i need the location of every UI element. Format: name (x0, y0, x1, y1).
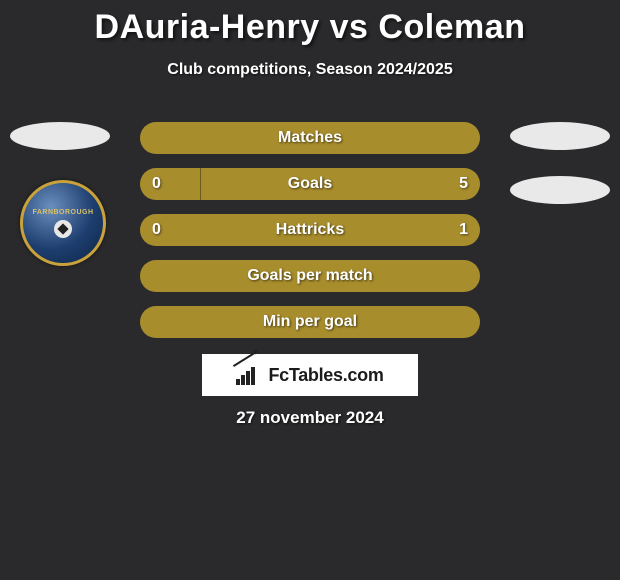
bar-chart-icon (236, 365, 262, 385)
player-left-logo-placeholder (10, 122, 110, 150)
stat-bar: Matches (140, 122, 480, 154)
crest-club-name: FARNBOROUGH (32, 209, 93, 216)
stat-label: Hattricks (140, 214, 480, 246)
date-stamp: 27 november 2024 (0, 408, 620, 428)
stat-label: Goals per match (140, 260, 480, 292)
stat-label: Min per goal (140, 306, 480, 338)
football-icon (54, 220, 72, 238)
stat-bar: Min per goal (140, 306, 480, 338)
stat-bar: 05Goals (140, 168, 480, 200)
stat-label: Matches (140, 122, 480, 154)
branding-text: FcTables.com (268, 365, 383, 386)
stat-bar: 01Hattricks (140, 214, 480, 246)
player-right-logo-placeholder (510, 122, 610, 150)
stat-label: Goals (140, 168, 480, 200)
stat-bars: Matches 05Goals 01Hattricks Goals per match… (140, 122, 480, 352)
player-right-logo-placeholder-2 (510, 176, 610, 204)
stat-bar: Goals per match (140, 260, 480, 292)
page-title: DAuria-Henry vs Coleman (0, 0, 620, 47)
club-crest-icon: FARNBOROUGH (20, 180, 106, 266)
branding-badge[interactable]: FcTables.com (202, 354, 418, 396)
subtitle: Club competitions, Season 2024/2025 (0, 61, 620, 79)
comparison-card: DAuria-Henry vs Coleman Club competition… (0, 0, 620, 580)
